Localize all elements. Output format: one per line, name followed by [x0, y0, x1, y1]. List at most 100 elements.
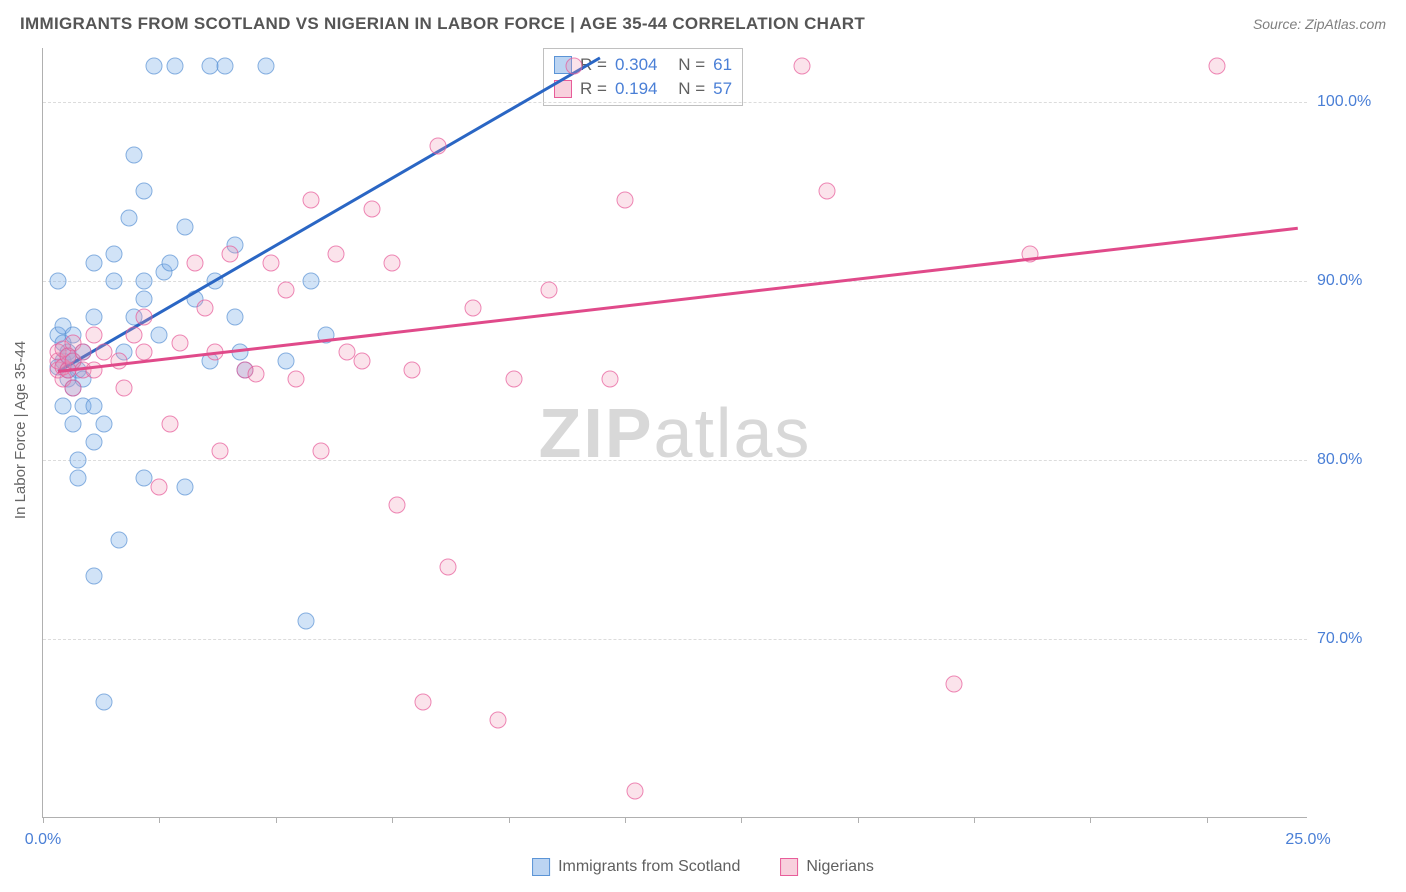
- gridline: [43, 102, 1307, 103]
- data-point: [277, 281, 294, 298]
- data-point: [303, 192, 320, 209]
- stats-row-nigerians: R = 0.194 N = 57: [554, 77, 732, 101]
- data-point: [70, 469, 87, 486]
- data-point: [186, 254, 203, 271]
- data-point: [70, 451, 87, 468]
- data-point: [262, 254, 279, 271]
- data-point: [85, 254, 102, 271]
- data-point: [50, 272, 67, 289]
- scatter-chart: ZIPatlas R = 0.304 N = 61 R = 0.194 N = …: [42, 48, 1307, 818]
- data-point: [151, 478, 168, 495]
- x-tick: [276, 817, 277, 823]
- data-point: [313, 442, 330, 459]
- data-point: [616, 192, 633, 209]
- data-point: [566, 57, 583, 74]
- data-point: [429, 138, 446, 155]
- data-point: [121, 210, 138, 227]
- data-point: [1208, 57, 1225, 74]
- data-point: [277, 353, 294, 370]
- data-point: [85, 398, 102, 415]
- data-point: [819, 183, 836, 200]
- x-tick: [1090, 817, 1091, 823]
- data-point: [257, 57, 274, 74]
- data-point: [161, 254, 178, 271]
- data-point: [105, 272, 122, 289]
- data-point: [146, 57, 163, 74]
- data-point: [166, 57, 183, 74]
- data-point: [85, 433, 102, 450]
- data-point: [126, 326, 143, 343]
- data-point: [303, 272, 320, 289]
- chart-header: IMMIGRANTS FROM SCOTLAND VS NIGERIAN IN …: [0, 0, 1406, 44]
- data-point: [115, 380, 132, 397]
- data-point: [126, 147, 143, 164]
- data-point: [95, 693, 112, 710]
- chart-source: Source: ZipAtlas.com: [1253, 16, 1386, 32]
- data-point: [353, 353, 370, 370]
- data-point: [105, 245, 122, 262]
- data-point: [85, 326, 102, 343]
- swatch-icon: [780, 858, 798, 876]
- x-tick: [741, 817, 742, 823]
- data-point: [136, 272, 153, 289]
- data-point: [151, 326, 168, 343]
- data-point: [171, 335, 188, 352]
- y-tick-label: 70.0%: [1317, 630, 1397, 648]
- data-point: [176, 478, 193, 495]
- data-point: [65, 416, 82, 433]
- data-point: [110, 532, 127, 549]
- data-point: [136, 183, 153, 200]
- trend-line: [58, 57, 601, 373]
- data-point: [363, 201, 380, 218]
- data-point: [222, 245, 239, 262]
- x-tick: [858, 817, 859, 823]
- data-point: [490, 711, 507, 728]
- x-tick: [1207, 817, 1208, 823]
- data-point: [288, 371, 305, 388]
- data-point: [85, 308, 102, 325]
- legend-item-scotland: Immigrants from Scotland: [532, 858, 740, 876]
- x-tick: [43, 817, 44, 823]
- data-point: [95, 416, 112, 433]
- bottom-legend: Immigrants from Scotland Nigerians: [532, 858, 874, 876]
- data-point: [227, 308, 244, 325]
- data-point: [298, 613, 315, 630]
- swatch-icon: [532, 858, 550, 876]
- x-tick: [625, 817, 626, 823]
- gridline: [43, 460, 1307, 461]
- y-tick-label: 80.0%: [1317, 451, 1397, 469]
- data-point: [627, 783, 644, 800]
- y-tick-label: 90.0%: [1317, 272, 1397, 290]
- trend-line: [58, 227, 1298, 373]
- data-point: [505, 371, 522, 388]
- data-point: [794, 57, 811, 74]
- data-point: [55, 398, 72, 415]
- data-point: [136, 290, 153, 307]
- data-point: [85, 568, 102, 585]
- data-point: [601, 371, 618, 388]
- chart-title: IMMIGRANTS FROM SCOTLAND VS NIGERIAN IN …: [20, 14, 865, 34]
- x-tick: [392, 817, 393, 823]
- data-point: [212, 442, 229, 459]
- data-point: [247, 365, 264, 382]
- data-point: [945, 675, 962, 692]
- data-point: [161, 416, 178, 433]
- data-point: [217, 57, 234, 74]
- data-point: [75, 344, 92, 361]
- data-point: [541, 281, 558, 298]
- x-tick-label-max: 25.0%: [1285, 831, 1330, 849]
- data-point: [404, 362, 421, 379]
- data-point: [136, 308, 153, 325]
- data-point: [389, 496, 406, 513]
- data-point: [176, 219, 193, 236]
- data-point: [232, 344, 249, 361]
- data-point: [196, 299, 213, 316]
- data-point: [414, 693, 431, 710]
- gridline: [43, 639, 1307, 640]
- legend-item-nigerians: Nigerians: [780, 858, 874, 876]
- x-tick: [509, 817, 510, 823]
- x-tick: [974, 817, 975, 823]
- data-point: [328, 245, 345, 262]
- y-tick-label: 100.0%: [1317, 93, 1397, 111]
- x-tick: [159, 817, 160, 823]
